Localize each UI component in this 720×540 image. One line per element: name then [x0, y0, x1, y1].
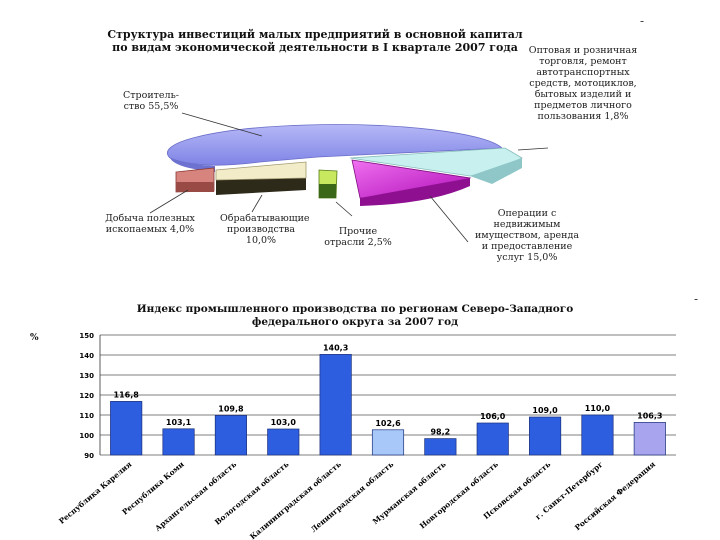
- pie-chart-title: Структура инвестиций малых предприятий в…: [107, 28, 523, 54]
- bar: [319, 354, 352, 456]
- bar: [162, 428, 195, 456]
- pie-label-construction: Строитель-ство 55,5%: [123, 90, 179, 112]
- bar-chart-title: Индекс промышленного производства по рег…: [136, 303, 574, 328]
- bar: [476, 422, 509, 456]
- y-tick-label: 150: [79, 332, 94, 340]
- pie-chart: [166, 124, 523, 206]
- bar-value-label: 106,3: [637, 411, 662, 420]
- bar: [633, 422, 666, 456]
- bar: [110, 401, 143, 456]
- bar-value-label: 110,0: [585, 404, 611, 413]
- bar-value-label: 98,2: [430, 428, 450, 437]
- bar-value-label: 116,8: [114, 390, 140, 399]
- bar-value-label: 109,0: [532, 406, 558, 415]
- y-tick-label: 120: [79, 392, 94, 400]
- pie-label-real-estate: Операции с недвижимым имуществом, аренда…: [474, 208, 580, 263]
- y-tick-label: 140: [79, 352, 94, 360]
- pie-label-other: Прочие отрасли 2,5%: [324, 226, 392, 248]
- y-tick-label: 100: [79, 432, 94, 440]
- pie-label-mining: Добыча полезных ископаемых 4,0%: [105, 213, 195, 235]
- pie-slice-manufacturing-top: [215, 161, 307, 181]
- bar-chart: 90 100 110 120 130 140 150 116,8 Республика Каре…: [57, 332, 676, 540]
- pie-slice-construction-side: [170, 158, 215, 172]
- pie-leader-lines: [149, 112, 549, 243]
- bar-unit-label: %: [30, 333, 39, 343]
- bar-value-label: 109,8: [218, 404, 244, 413]
- dash-mark-2: -: [694, 292, 699, 306]
- pie-slice-real-estate-side: [360, 178, 470, 206]
- x-category-label: Ленинградская область: [309, 460, 395, 534]
- bar: [529, 416, 562, 456]
- pie-slice-other-side: [319, 184, 336, 198]
- bar-value-label: 140,3: [323, 343, 348, 352]
- dash-mark: -: [640, 14, 645, 28]
- pie-label-trade: Оптовая и розничная торговля, ремонт авт…: [528, 45, 638, 122]
- pie-slice-trade-side: [470, 158, 522, 184]
- bar: [581, 414, 614, 456]
- bar: [424, 438, 457, 456]
- pie-label-manufacturing: Обрабатывающие производства 10,0%: [220, 213, 310, 246]
- y-tick-label: 110: [79, 412, 94, 420]
- y-tick-label: 130: [79, 372, 94, 380]
- bar: [214, 415, 247, 456]
- pie-slice-mining-side: [176, 182, 214, 192]
- bar: [371, 429, 405, 456]
- bar-value-label: 103,1: [166, 418, 192, 427]
- y-tick-label: 90: [84, 452, 94, 460]
- bar-value-label: 106,0: [480, 412, 506, 421]
- bar: [267, 428, 300, 456]
- x-category-label: Калининградская область: [248, 460, 343, 540]
- bar-value-label: 103,0: [271, 418, 297, 427]
- bar-value-label: 102,6: [375, 419, 401, 428]
- x-category-label: Республика Карелия: [57, 459, 134, 525]
